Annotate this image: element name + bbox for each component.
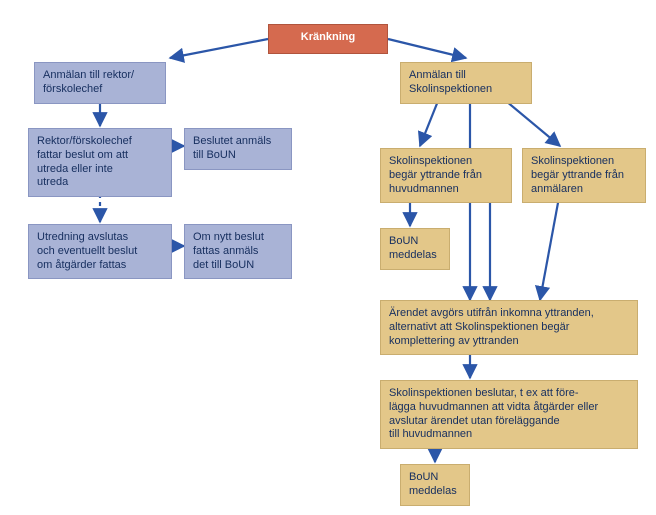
node-l3: Beslutet anmälstill BoUN — [184, 128, 292, 170]
node-root: Kränkning — [268, 24, 388, 54]
node-l4: Utredning avslutasoch eventuellt besluto… — [28, 224, 172, 279]
edge-root-r1 — [388, 39, 466, 58]
node-l5: Om nytt beslutfattas anmälsdet till BoUN — [184, 224, 292, 279]
edge-r1-r3 — [500, 96, 560, 146]
node-r7: BoUNmeddelas — [400, 464, 470, 506]
edge-r3-r5 — [540, 192, 560, 300]
node-r6: Skolinspektionen beslutar, t ex att före… — [380, 380, 638, 449]
node-r2: Skolinspektionenbegär yttrande frånhuvud… — [380, 148, 512, 203]
node-l2: Rektor/förskolecheffattar beslut om attu… — [28, 128, 172, 197]
node-r4: BoUNmeddelas — [380, 228, 450, 270]
edge-root-l1 — [170, 39, 268, 58]
node-r1: Anmälan tillSkolinspektionen — [400, 62, 532, 104]
node-r3: Skolinspektionenbegär yttrande frånanmäl… — [522, 148, 646, 203]
edge-r1-r2 — [420, 96, 440, 146]
node-l1: Anmälan till rektor/förskolechef — [34, 62, 166, 104]
node-r5: Ärendet avgörs utifrån inkomna yttranden… — [380, 300, 638, 355]
